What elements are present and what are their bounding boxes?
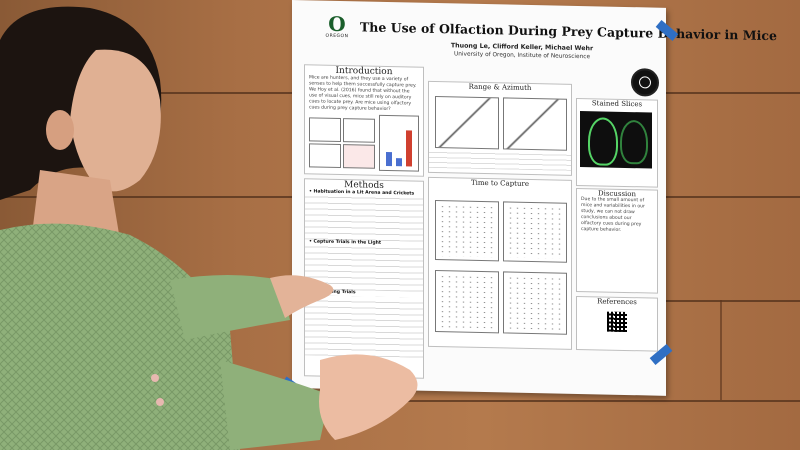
discussion-text: Due to the small amount of mice and vari… bbox=[581, 197, 645, 233]
time-to-capture-plot bbox=[503, 201, 567, 263]
azimuth-plot bbox=[503, 97, 567, 151]
discussion-section: Discussion Due to the small amount of mi… bbox=[576, 187, 658, 294]
time-to-capture-plot bbox=[503, 271, 567, 335]
time-to-capture-plot bbox=[435, 269, 499, 334]
time-to-capture-plot bbox=[435, 199, 499, 262]
wall-seam bbox=[720, 300, 722, 400]
range-plot bbox=[435, 95, 499, 150]
qr-code-icon bbox=[607, 311, 627, 333]
stained-slices-section: Stained Slices bbox=[576, 97, 658, 188]
presenter-person bbox=[0, 6, 418, 450]
mouse-logo-icon bbox=[631, 68, 659, 97]
stained-slice-image bbox=[580, 111, 652, 169]
range-azimuth-section: Range & Azimuth bbox=[428, 80, 572, 176]
time-to-capture-section: Time to Capture bbox=[428, 176, 572, 350]
references-section: References bbox=[576, 295, 658, 352]
